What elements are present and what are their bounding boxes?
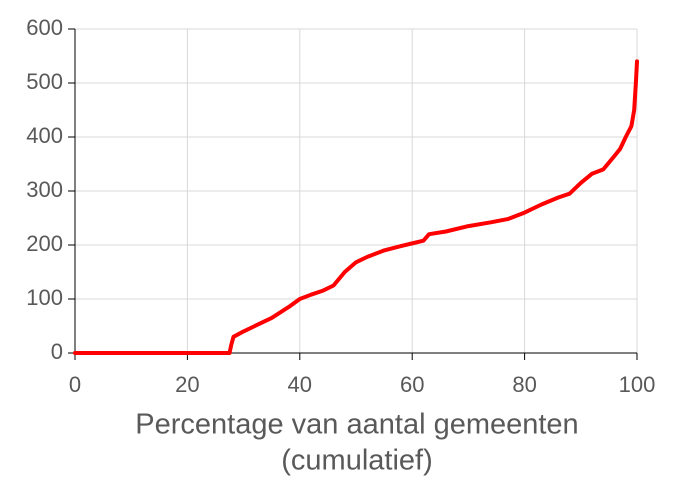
y-tick-label: 100: [26, 285, 63, 310]
y-tick-label: 200: [26, 231, 63, 256]
x-tick-label: 0: [69, 372, 81, 397]
x-axis-label: Percentage van aantal gemeenten: [135, 409, 578, 441]
y-tick-label: 0: [51, 339, 63, 364]
x-tick-label: 80: [512, 372, 536, 397]
data-line: [73, 59, 639, 355]
x-tick-label: 60: [400, 372, 424, 397]
y-tick-label: 300: [26, 177, 63, 202]
y-tick-label: 600: [26, 15, 63, 40]
x-tick-label: 100: [619, 372, 656, 397]
x-tick-label: 40: [288, 372, 312, 397]
x-axis-label: (cumulatief): [281, 445, 433, 477]
x-tick-label: 20: [175, 372, 199, 397]
y-tick-label: 400: [26, 123, 63, 148]
y-tick-label: 500: [26, 69, 63, 94]
